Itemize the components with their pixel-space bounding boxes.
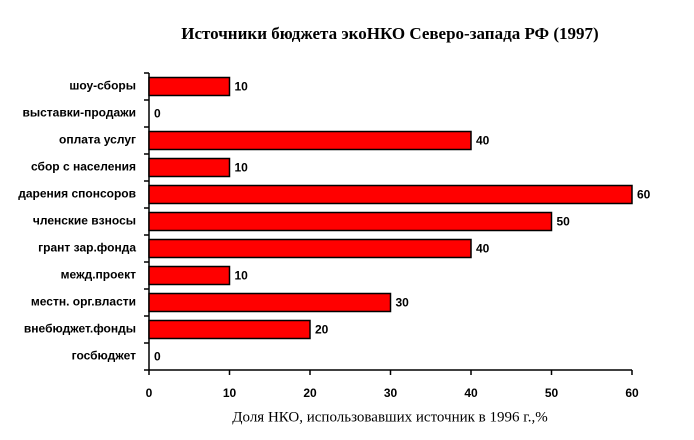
x-tick-label: 50 xyxy=(545,386,559,400)
value-label: 10 xyxy=(235,80,249,94)
bar xyxy=(148,157,231,178)
x-tick-label: 10 xyxy=(223,386,237,400)
value-label: 40 xyxy=(476,134,490,148)
value-label: 30 xyxy=(396,296,410,310)
value-label: 20 xyxy=(315,323,329,337)
x-tick-label: 40 xyxy=(464,386,478,400)
bar xyxy=(148,130,472,151)
y-tick-label: госбюджет xyxy=(72,349,137,363)
x-axis-label: Доля НКО, использовавших источник в 1996… xyxy=(232,409,547,425)
bar xyxy=(148,76,231,97)
bar xyxy=(148,211,553,232)
y-tick-label: межд.проект xyxy=(61,268,136,282)
y-tick-label: грант зар.фонда xyxy=(38,241,136,255)
bar xyxy=(148,184,633,205)
y-tick-label: оплата услуг xyxy=(59,133,136,147)
value-label: 10 xyxy=(235,269,249,283)
y-tick-label: местн. орг.власти xyxy=(31,295,136,309)
bar xyxy=(148,292,392,313)
y-tick-label: шоу-сборы xyxy=(69,79,136,93)
value-label: 0 xyxy=(154,350,161,364)
value-label: 40 xyxy=(476,242,490,256)
value-label: 10 xyxy=(235,161,249,175)
y-tick-label: внебюджет.фонды xyxy=(24,322,136,336)
y-tick-label: членские взносы xyxy=(33,214,136,228)
y-tick-label: дарения спонсоров xyxy=(18,187,136,201)
x-tick-label: 0 xyxy=(146,386,153,400)
bar xyxy=(148,238,472,259)
y-tick-label: выставки-продажи xyxy=(22,106,136,120)
value-label: 0 xyxy=(154,107,161,121)
value-label: 50 xyxy=(557,215,571,229)
x-tick-label: 30 xyxy=(384,386,398,400)
bar xyxy=(148,319,311,340)
x-tick-label: 20 xyxy=(303,386,317,400)
bar xyxy=(148,265,231,286)
chart-title: Источники бюджета экоНКО Северо-запада Р… xyxy=(181,24,598,43)
x-tick-label: 60 xyxy=(625,386,639,400)
y-tick-label: сбор с населения xyxy=(31,160,136,174)
value-label: 60 xyxy=(637,188,651,202)
